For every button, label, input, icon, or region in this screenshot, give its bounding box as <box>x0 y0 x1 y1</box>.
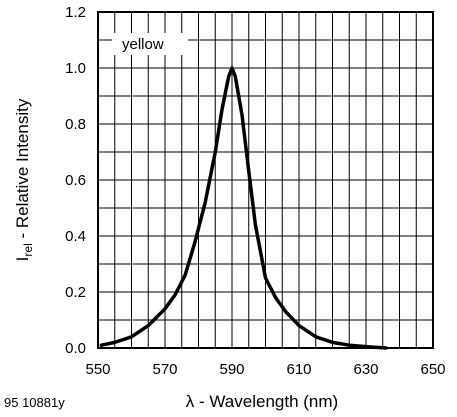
y-axis-label: Irel - Relative Intensity <box>13 98 35 261</box>
y-tick-label: 0.6 <box>65 172 86 189</box>
y-tick-label: 1.0 <box>65 60 86 77</box>
series-label-background <box>112 33 188 55</box>
series-line-yellow <box>99 66 388 350</box>
y-tick-label: 0.0 <box>65 340 86 357</box>
y-axis-label-main: I <box>13 257 32 262</box>
x-tick-label: 590 <box>219 361 244 378</box>
x-tick-label: 570 <box>152 361 177 378</box>
x-tick-label: 610 <box>286 361 311 378</box>
y-tick-label: 0.4 <box>65 228 86 245</box>
x-axis-label: λ - Wavelength (nm) <box>186 392 338 411</box>
x-tick-label: 630 <box>353 361 378 378</box>
y-tick-label: 0.8 <box>65 116 86 133</box>
y-axis-label-subscript: rel <box>21 243 35 256</box>
x-tick-label: 550 <box>85 361 110 378</box>
grid-lines <box>98 12 433 348</box>
axis-ticks: 550 570 590 610 630 650 0.0 0.2 0.4 0.6 0.8 1.0 1.2 <box>65 4 445 378</box>
series-layer <box>99 66 388 350</box>
figure-id-label: 95 10881y <box>4 395 65 410</box>
x-tick-label: 650 <box>420 361 445 378</box>
y-axis-label-rest: - Relative Intensity <box>13 98 32 243</box>
y-tick-label: 0.2 <box>65 284 86 301</box>
series-label-yellow: yellow <box>122 36 164 53</box>
y-tick-label: 1.2 <box>65 4 86 21</box>
plot-frame <box>97 11 434 349</box>
